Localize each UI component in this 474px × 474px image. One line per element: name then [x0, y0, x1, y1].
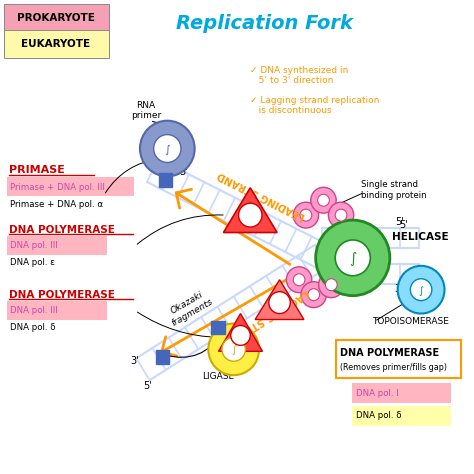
- Bar: [155, 350, 169, 364]
- Polygon shape: [223, 188, 277, 233]
- Text: 5': 5': [400, 220, 409, 230]
- Bar: [158, 173, 172, 187]
- Circle shape: [328, 202, 354, 228]
- Polygon shape: [255, 280, 304, 319]
- Text: 5': 5': [179, 167, 188, 177]
- Circle shape: [398, 266, 445, 313]
- Circle shape: [311, 187, 336, 213]
- Text: DNA pol. ε: DNA pol. ε: [10, 258, 55, 267]
- Text: Single strand
binding protein: Single strand binding protein: [361, 180, 426, 200]
- Circle shape: [335, 240, 370, 276]
- FancyBboxPatch shape: [4, 30, 109, 58]
- Text: 3': 3': [130, 356, 139, 366]
- FancyBboxPatch shape: [7, 177, 134, 196]
- Text: (Removes primer/fills gap): (Removes primer/fills gap): [340, 363, 447, 372]
- Polygon shape: [219, 313, 263, 351]
- Circle shape: [238, 203, 262, 227]
- Text: EUKARYOTE: EUKARYOTE: [21, 39, 91, 49]
- Circle shape: [308, 289, 319, 301]
- Text: RNA
primer: RNA primer: [131, 101, 161, 120]
- Circle shape: [222, 337, 246, 361]
- Circle shape: [318, 194, 329, 206]
- Text: Okazaki
fragments: Okazaki fragments: [165, 288, 215, 328]
- Text: DNA pol. III: DNA pol. III: [10, 306, 58, 315]
- Text: Primase + DNA pol. III: Primase + DNA pol. III: [10, 183, 105, 192]
- FancyBboxPatch shape: [352, 406, 451, 426]
- Text: LAGGING STRAND: LAGGING STRAND: [222, 287, 310, 347]
- Text: 3': 3': [395, 283, 403, 294]
- Text: DNA POLYMERASE: DNA POLYMERASE: [9, 290, 115, 300]
- Text: PROKARYOTE: PROKARYOTE: [17, 13, 95, 23]
- Text: 5': 5': [323, 268, 332, 277]
- Text: ∫: ∫: [164, 145, 170, 155]
- Circle shape: [231, 326, 250, 346]
- Text: DNA POLYMERASE: DNA POLYMERASE: [9, 225, 115, 235]
- Text: PRIMASE: PRIMASE: [9, 165, 65, 175]
- Circle shape: [286, 267, 312, 292]
- Circle shape: [269, 292, 290, 313]
- FancyBboxPatch shape: [336, 340, 461, 378]
- Text: DNA pol. δ: DNA pol. δ: [356, 411, 401, 420]
- Text: ✓ Lagging strand replication
   is discontinuous: ✓ Lagging strand replication is disconti…: [250, 96, 380, 115]
- Text: 3': 3': [323, 251, 332, 260]
- FancyBboxPatch shape: [352, 383, 451, 403]
- Text: Replication Fork: Replication Fork: [176, 14, 354, 33]
- Text: 3': 3': [400, 283, 408, 294]
- Text: LIGASE: LIGASE: [202, 372, 234, 381]
- Text: ∫: ∫: [231, 346, 236, 356]
- FancyBboxPatch shape: [7, 236, 107, 255]
- Circle shape: [293, 202, 319, 228]
- Circle shape: [335, 209, 347, 221]
- Bar: [211, 320, 225, 335]
- Text: ✓ DNA synthesized in
   5’ to 3’ direction: ✓ DNA synthesized in 5’ to 3’ direction: [250, 66, 349, 85]
- Circle shape: [140, 121, 195, 176]
- Text: 3': 3': [187, 143, 195, 153]
- Text: ∫: ∫: [419, 286, 424, 296]
- Text: Primase + DNA pol. α: Primase + DNA pol. α: [10, 200, 103, 209]
- Text: LEADING STRAND: LEADING STRAND: [216, 169, 307, 221]
- Text: DNA POLYMERASE: DNA POLYMERASE: [340, 348, 439, 358]
- Text: ∫: ∫: [349, 252, 356, 266]
- Circle shape: [316, 220, 390, 296]
- Circle shape: [410, 279, 432, 301]
- Text: DNA pol. I: DNA pol. I: [356, 389, 399, 398]
- Text: 5': 5': [395, 217, 403, 227]
- Text: 5': 5': [143, 381, 152, 391]
- Text: HELICASE: HELICASE: [392, 232, 448, 242]
- Circle shape: [300, 209, 312, 221]
- Text: TOPOISOMERASE: TOPOISOMERASE: [372, 317, 449, 326]
- Circle shape: [319, 272, 344, 298]
- Circle shape: [154, 135, 181, 163]
- Text: DNA pol. δ: DNA pol. δ: [10, 323, 55, 332]
- Circle shape: [293, 274, 305, 286]
- Text: DNA pol. III: DNA pol. III: [10, 241, 58, 250]
- FancyBboxPatch shape: [7, 301, 107, 319]
- FancyBboxPatch shape: [4, 4, 109, 32]
- Circle shape: [326, 279, 337, 291]
- Circle shape: [208, 323, 259, 375]
- Circle shape: [301, 282, 327, 308]
